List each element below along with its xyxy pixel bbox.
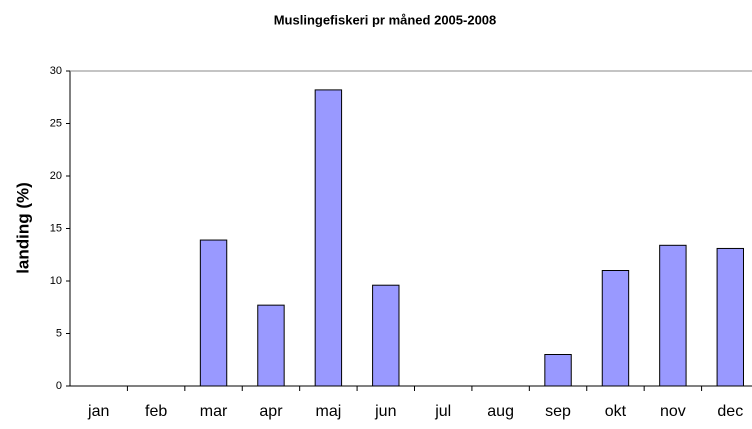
- y-tick-label: 25: [50, 117, 62, 129]
- y-tick-label: 5: [56, 327, 62, 339]
- x-tick-label: jun: [374, 403, 396, 420]
- chart-title: Muslingefiskeri pr måned 2005-2008: [274, 12, 497, 27]
- bar: [601, 270, 630, 387]
- y-tick-label: 10: [50, 275, 62, 287]
- x-tick-label: aug: [487, 403, 514, 420]
- x-tick-label: dec: [717, 403, 743, 420]
- x-tick-label: jan: [87, 403, 109, 420]
- x-tick-label: sep: [545, 403, 571, 420]
- y-tick-label: 30: [50, 65, 62, 77]
- bar: [716, 247, 744, 387]
- y-tick-label: 20: [50, 170, 62, 182]
- bar: [199, 239, 228, 387]
- bar: [257, 304, 285, 387]
- y-tick-label: 15: [50, 222, 62, 234]
- x-tick-label: okt: [605, 403, 627, 420]
- x-tick-label: maj: [315, 403, 341, 420]
- bar: [372, 284, 400, 387]
- x-tick-label: feb: [145, 403, 167, 420]
- y-axis-label: landing (%): [13, 182, 32, 274]
- bar: [544, 354, 572, 387]
- x-tick-label: jul: [434, 403, 451, 420]
- y-tick-label: 0: [56, 380, 62, 392]
- x-tick-label: apr: [259, 403, 283, 420]
- bar: [659, 244, 687, 387]
- bar: [314, 89, 343, 387]
- x-tick-label: nov: [660, 403, 686, 420]
- x-tick-label: mar: [200, 403, 228, 420]
